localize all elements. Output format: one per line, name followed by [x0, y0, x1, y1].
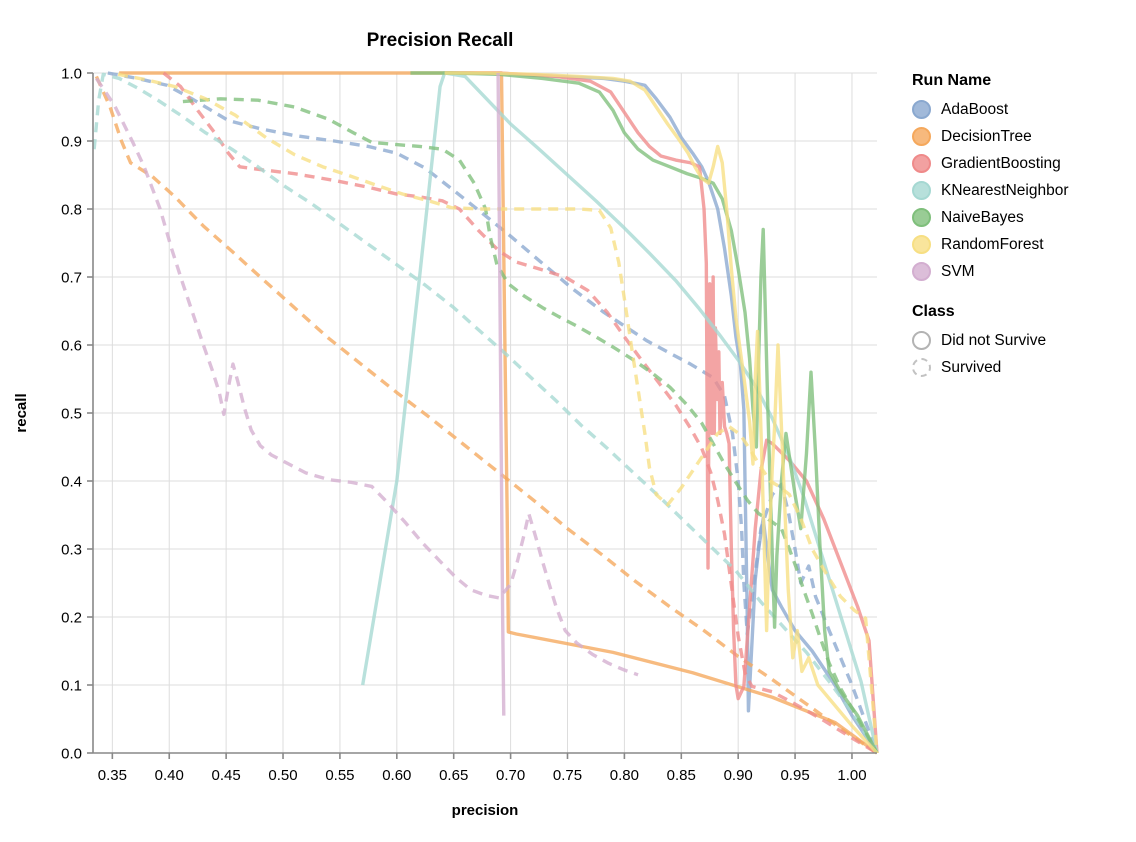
- x-tick-label: 0.55: [325, 767, 354, 784]
- legend-item-adaboost[interactable]: AdaBoost: [912, 96, 1136, 123]
- x-tick-label: 0.45: [212, 767, 241, 784]
- series-line-randomforest-did-not-survive: [444, 71, 879, 755]
- x-tick-label: 0.75: [553, 767, 582, 784]
- legend-label: SVM: [941, 262, 975, 280]
- y-axis-title: recall: [13, 393, 30, 432]
- legend-label: GradientBoosting: [941, 154, 1061, 172]
- legend-swatch-randomforest-icon: [912, 235, 931, 254]
- legend-class-solid-circle-icon: [912, 331, 931, 350]
- x-axis-title: precision: [452, 802, 519, 819]
- x-tick-label: 0.50: [268, 767, 297, 784]
- y-tick-label: 0.4: [61, 474, 82, 491]
- series-line-decisiontree-survived: [94, 75, 878, 755]
- legend-class-dashed-circle-icon: [912, 358, 931, 377]
- legend-swatch-adaboost-icon: [912, 100, 931, 119]
- series-line-randomforest-survived: [117, 72, 879, 754]
- y-tick-label: 0.2: [61, 610, 82, 627]
- tick-labels: 0.0 0.1 0.2 0.3 0.4 0.5 0.6 0.7 0.8 0.9 1.0 0.35 0.4…: [61, 66, 866, 785]
- series-line-knearestneighbor-survived: [92, 72, 879, 754]
- legend-class-list: Did not Survive Survived: [912, 327, 1136, 381]
- legend-item-naivebayes[interactable]: NaiveBayes: [912, 204, 1136, 231]
- legend-label: RandomForest: [941, 235, 1044, 253]
- y-tick-label: 0.5: [61, 406, 82, 423]
- legend-label: AdaBoost: [941, 100, 1009, 118]
- x-tick-label: 0.40: [155, 767, 184, 784]
- y-tick-label: 0.0: [61, 746, 82, 763]
- legend-class-label: Survived: [941, 358, 1002, 376]
- legend-item-svm[interactable]: SVM: [912, 258, 1136, 285]
- legend-label: DecisionTree: [941, 127, 1032, 145]
- legend-class-item-dashed[interactable]: Survived: [912, 354, 1136, 381]
- series-line-naivebayes-survived: [182, 97, 879, 754]
- y-tick-label: 0.6: [61, 338, 82, 355]
- legend-swatch-svm-icon: [912, 262, 931, 281]
- x-tick-label: 0.95: [780, 767, 809, 784]
- legend-class-item-solid[interactable]: Did not Survive: [912, 327, 1136, 354]
- legend-swatch-decisiontree-icon: [912, 127, 931, 146]
- y-tick-label: 0.8: [61, 202, 82, 219]
- y-tick-label: 0.1: [61, 678, 82, 695]
- x-tick-label: 0.65: [439, 767, 468, 784]
- legend-item-decisiontree[interactable]: DecisionTree: [912, 123, 1136, 150]
- legend-swatch-knearestneighbor-icon: [912, 181, 931, 200]
- series-line-gradientboosting-survived: [162, 71, 878, 755]
- chart-legend: Run Name AdaBoost DecisionTree GradientBoo…: [912, 72, 1136, 381]
- axes: [87, 72, 877, 759]
- legend-swatch-naivebayes-icon: [912, 208, 931, 227]
- x-tick-label: 0.70: [496, 767, 525, 784]
- y-tick-label: 1.0: [61, 66, 82, 83]
- x-tick-label: 0.85: [667, 767, 696, 784]
- x-tick-label: 0.80: [610, 767, 639, 784]
- legend-item-randomforest[interactable]: RandomForest: [912, 231, 1136, 258]
- x-tick-label: 0.35: [98, 767, 127, 784]
- y-tick-label: 0.7: [61, 270, 82, 287]
- series-line-naivebayes-did-not-survive: [410, 71, 879, 754]
- legend-item-gradientboosting[interactable]: GradientBoosting: [912, 150, 1136, 177]
- legend-title-run-name: Run Name: [912, 72, 992, 89]
- x-tick-label: 0.90: [724, 767, 753, 784]
- series-line-gradientboosting-did-not-survive: [444, 71, 879, 754]
- series-line-svm-did-not-survive: [496, 72, 506, 716]
- legend-title-class: Class: [912, 303, 955, 320]
- page-title: Precision Recall: [366, 30, 514, 51]
- legend-label: KNearestNeighbor: [941, 181, 1069, 199]
- x-tick-label: 0.60: [382, 767, 411, 784]
- legend-label: NaiveBayes: [941, 208, 1024, 226]
- series-line-adaboost-survived: [107, 71, 879, 754]
- legend-item-knearestneighbor[interactable]: KNearestNeighbor: [912, 177, 1136, 204]
- legend-class-label: Did not Survive: [941, 331, 1047, 349]
- y-tick-label: 0.3: [61, 542, 82, 559]
- y-tick-label: 0.9: [61, 134, 82, 151]
- legend-run-list: AdaBoost DecisionTree GradientBoosting KNea…: [912, 96, 1136, 285]
- x-tick-label: 1.00: [837, 767, 866, 784]
- series-line-svm-survived: [94, 77, 639, 677]
- legend-swatch-gradientboosting-icon: [912, 154, 931, 173]
- series-layer: [92, 71, 879, 755]
